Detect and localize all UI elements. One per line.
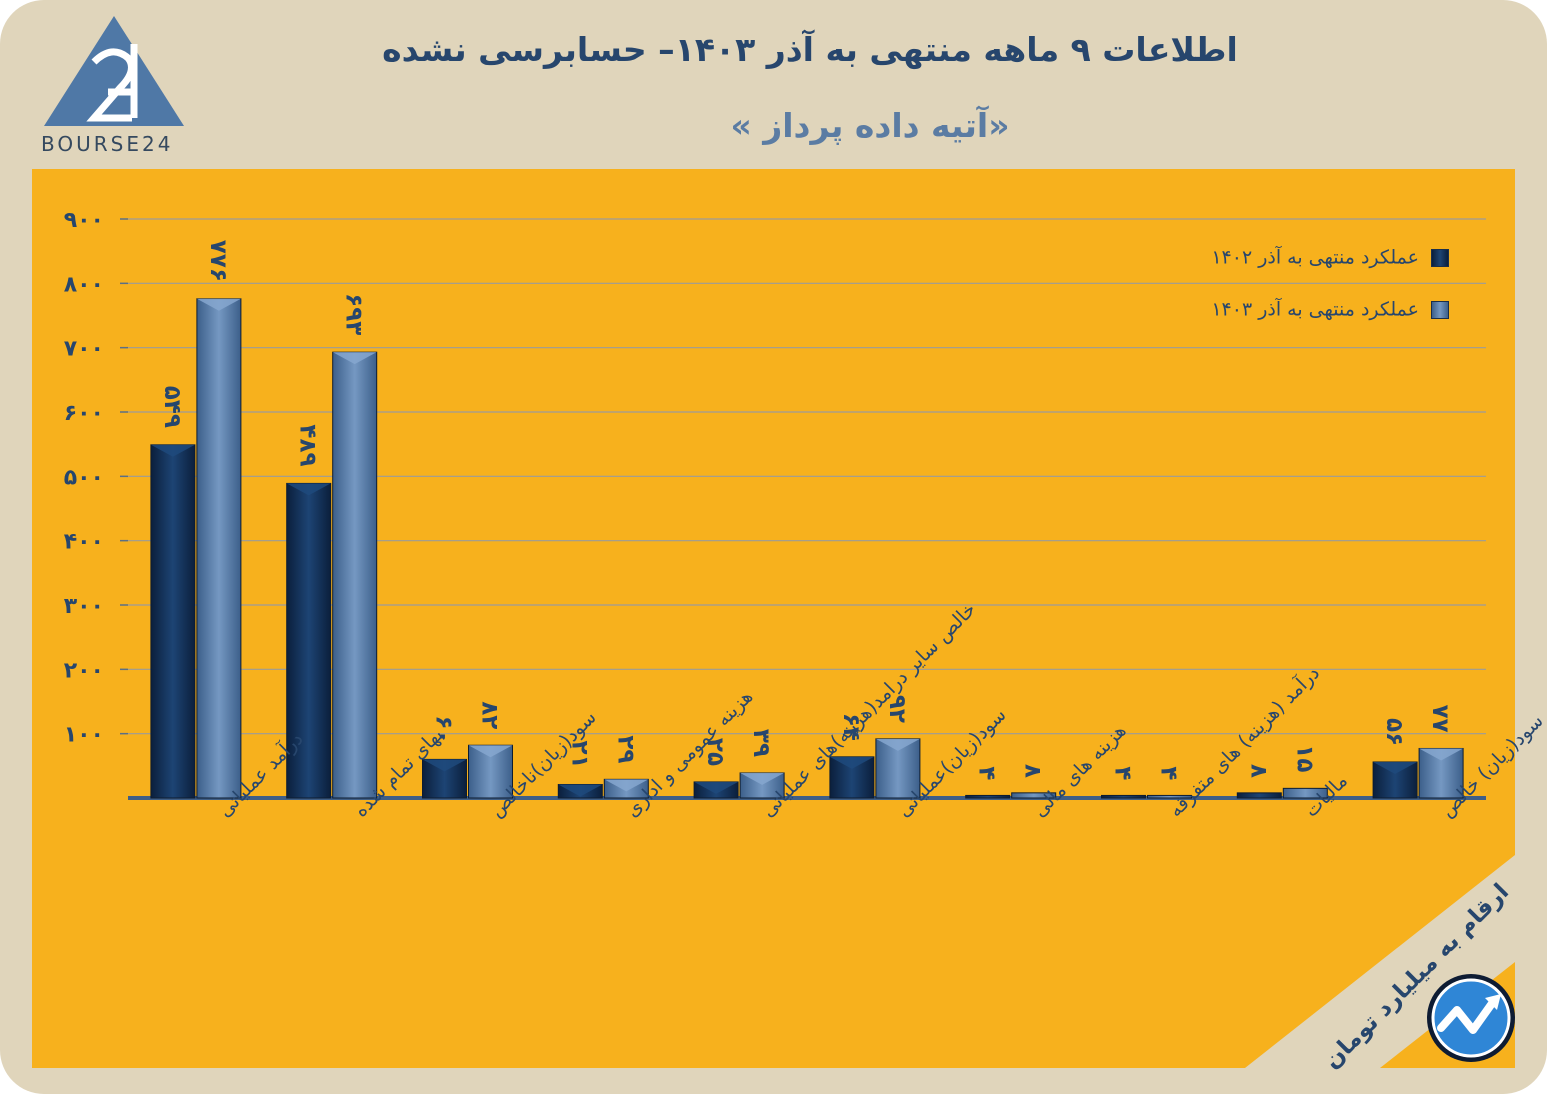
data-label: ۸ [1245,764,1271,778]
data-label: ۲۹ [612,735,638,763]
bourse24-logo [44,16,184,126]
logo-text: BOURSE24 [41,132,174,156]
bar-1403 [1147,794,1192,799]
data-label: ۲۱ [566,740,592,768]
bar-bevel [558,784,603,797]
data-label: ۴ [1156,766,1182,780]
bar-bevel [468,745,513,758]
bar-bevel [332,352,377,365]
ytick-label: ۵۰۰ [64,465,104,490]
bar-bevel [1373,761,1418,774]
bar-1402 [1101,794,1146,799]
legend-swatch-1403 [1431,300,1449,319]
data-label: ۸ [1020,764,1046,778]
bar-bevel [829,756,874,769]
bar-bevel [196,298,241,311]
data-label: ۷۷ [1427,704,1453,732]
data-label: ۴ [974,766,1000,780]
company-subtitle: «آتیه داده پرداز » [730,106,1010,145]
bar-bevel [604,779,649,792]
data-label: ۸۲ [477,701,503,729]
ytick-label: ۳۰۰ [64,594,104,619]
bar-1402 [150,444,196,799]
chart-panel [32,169,1515,1068]
bar-1403 [1282,787,1328,799]
data-label: ۶۹۳ [341,293,367,335]
data-label: ۲۵ [702,738,728,766]
legend-swatch-1402 [1431,248,1449,267]
ytick-label: ۸۰۰ [64,272,104,297]
data-label: ۴۸۹ [295,424,321,466]
bar-1403 [332,351,378,799]
legend-label-1402: عملکرد منتهی به آذر ۱۴۰۲ [1211,246,1419,269]
bar-1403 [196,298,242,799]
data-label: ۳۹ [748,729,774,757]
data-label: ۷۷۶ [205,240,231,282]
legend-item-1402: عملکرد منتهی به آذر ۱۴۰۲ [1211,246,1449,269]
data-label: ۴ [1110,766,1136,780]
trend-badge-icon [1427,974,1515,1062]
page-title: اطلاعات ۹ ماهه منتهی به آذر ۱۴۰۳– حسابرس… [382,30,1238,69]
ytick-label: ۱۰۰ [64,723,104,748]
bar-bevel [740,772,785,785]
bar-bevel [1419,748,1464,761]
data-label: ۹۲ [884,695,910,723]
ytick-label: ۶۰۰ [64,401,104,426]
bar-bevel [694,781,739,794]
legend-label-1403: عملکرد منتهی به آذر ۱۴۰۳ [1211,298,1419,321]
bar-1402 [286,482,332,799]
ytick-label: ۴۰۰ [64,530,104,555]
data-label: ۱۵ [1291,744,1317,772]
legend-item-1403: عملکرد منتهی به آذر ۱۴۰۳ [1211,298,1449,321]
bar-1403 [1011,792,1057,799]
ytick-label: ۹۰۰ [64,208,104,233]
data-label: ۵۶ [1381,718,1407,746]
data-label: ۶۴ [838,713,864,741]
bar-bevel [286,483,331,496]
data-label: ۵۴۹ [159,386,185,428]
data-label: ۶۰ [431,715,457,743]
bar-bevel [150,444,195,457]
ytick-label: ۲۰۰ [64,658,104,683]
bar-1402 [965,794,1011,799]
bar-1402 [1236,792,1282,799]
bar-bevel [422,759,467,772]
bar-bevel [875,738,920,751]
ytick-label: ۷۰۰ [64,337,104,362]
